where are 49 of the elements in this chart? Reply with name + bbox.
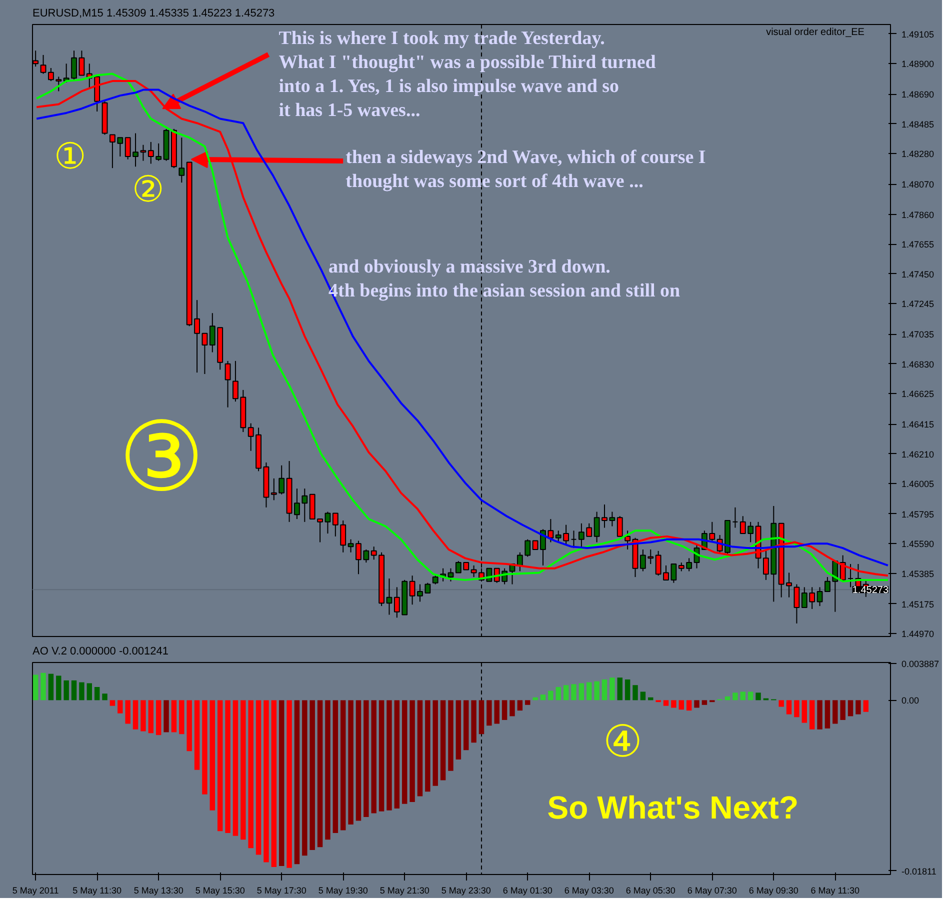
y-tick-label: 1.48070	[902, 180, 934, 190]
y-tick-label: 1.47655	[902, 240, 934, 250]
y-tick-label: 0.00	[902, 696, 920, 706]
y-tick-label: 1.45175	[902, 599, 934, 610]
x-tick-label: 6 May 05:30	[626, 886, 676, 896]
y-tick-label: 1.49105	[902, 29, 934, 40]
x-tick-label: 5 May 23:30	[441, 886, 491, 896]
chart-title: AO V.2 0.000000 -0.001241	[32, 646, 168, 658]
annotation: This is where I took my trade Yesterday. What I "thought" was a possible Third turned into a 1. Yes, 1 is also impulse wave and so it has 1-5 waves...	[278, 28, 656, 122]
annotation: ④	[603, 718, 642, 767]
x-tick-label: 6 May 09:30	[748, 886, 798, 896]
y-tick-label: 1.44970	[902, 629, 934, 640]
y-tick-label: 0.003887	[902, 659, 940, 670]
annotation: ③	[118, 404, 204, 511]
y-tick-label: 1.48485	[902, 119, 934, 130]
ref-line-label: 1.45273	[852, 585, 889, 596]
y-tick-label: 1.47245	[902, 299, 934, 310]
y-tick-label: 1.47860	[902, 210, 934, 220]
x-tick-label: 5 May 17:30	[256, 886, 306, 896]
annotation: ②	[132, 168, 164, 210]
y-tick-label: 1.48900	[902, 59, 934, 70]
x-tick-label: 5 May 19:30	[318, 886, 368, 896]
y-tick-label: 1.45590	[902, 539, 934, 550]
annotation: ①	[54, 135, 86, 176]
y-tick-label: 1.45385	[902, 568, 934, 579]
x-tick-label: 5 May 21:30	[380, 886, 430, 896]
x-tick-label: 5 May 13:30	[134, 886, 184, 896]
y-tick-label: 1.46625	[902, 389, 934, 400]
x-tick-label: 6 May 01:30	[502, 886, 552, 896]
x-tick-label: 6 May 03:30	[564, 886, 614, 896]
y-tick-label: 1.47035	[902, 330, 934, 340]
y-tick-label: -0.01811	[902, 866, 936, 876]
x-tick-label: 5 May 2011	[12, 886, 59, 896]
y-tick-label: 1.48280	[902, 149, 934, 160]
annotation: then a sideways 2nd Wave, which of course I thought was some sort of 4th wave ...	[346, 146, 706, 192]
annotation: So What's Next?	[547, 790, 798, 826]
chart-title: EURUSD,M15 1.45309 1.45335 1.45223 1.45273	[32, 8, 275, 20]
y-tick-label: 1.46210	[902, 449, 934, 460]
y-tick-label: 1.46005	[902, 479, 934, 489]
y-tick-label: 1.47450	[902, 269, 934, 280]
x-tick-label: 6 May 11:30	[810, 886, 860, 896]
y-tick-label: 1.48690	[902, 90, 934, 100]
annotation: visual order editor_EE	[766, 26, 865, 38]
x-tick-label: 6 May 07:30	[687, 886, 737, 896]
x-tick-label: 5 May 11:30	[72, 886, 122, 896]
y-tick-label: 1.46415	[902, 420, 934, 430]
x-tick-label: 5 May 15:30	[195, 886, 245, 896]
y-tick-label: 1.45795	[902, 509, 934, 520]
y-tick-label: 1.46830	[902, 359, 934, 370]
